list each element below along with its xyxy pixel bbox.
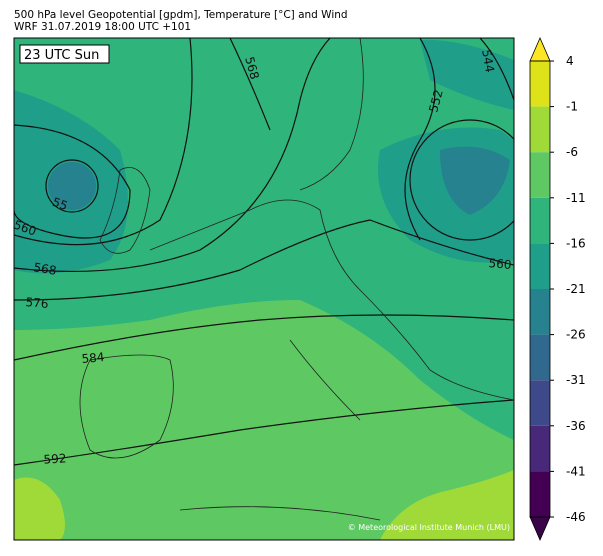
contour-label: 560 (12, 218, 38, 239)
temp-field (440, 146, 510, 215)
temp-field (420, 39, 514, 111)
colorbar-extend (529, 36, 551, 62)
colorbar-tick-label: 4 (566, 54, 574, 68)
time-label-box (19, 44, 110, 64)
copyright: © Meteorological Institute Munich (LMU) (348, 523, 510, 532)
contour-label: 55 (50, 195, 69, 213)
title: 500 hPa level Geopotential [gpdm], Tempe… (14, 9, 348, 21)
contour-label: 560 (488, 256, 512, 272)
map-frame (13, 37, 515, 541)
map: 23 UTC Sun 544 552 568 55 560 568 576 584 592 560… (12, 38, 514, 540)
contour-label: 544 (479, 49, 497, 74)
colorbar-tick-label: -16 (566, 236, 586, 250)
colorbar-band (530, 197, 550, 244)
colorbar-tick-label: -46 (566, 510, 586, 524)
contour-label: 568 (33, 260, 58, 278)
subtitle: WRF 31.07.2019 18:00 UTC +101 (14, 21, 191, 33)
colorbar-band (530, 61, 550, 107)
colorbar-band (530, 471, 550, 517)
colorbar-band (530, 380, 550, 426)
temp-field (380, 470, 514, 540)
coastlines (79, 38, 514, 521)
temp-field (14, 38, 514, 440)
contour-label: 576 (25, 295, 49, 311)
temp-field (14, 477, 65, 540)
contour-label: 592 (43, 451, 67, 466)
colorbar-tick-label: -36 (566, 419, 586, 433)
contour-label: 552 (426, 88, 445, 114)
colorbar-tick-label: -11 (566, 191, 586, 205)
colorbar-band (530, 243, 550, 289)
contours (14, 38, 514, 466)
contour-label: 584 (81, 350, 105, 366)
contour-label: 568 (242, 55, 261, 81)
colorbar-tick-label: -1 (566, 100, 578, 114)
colorbar-band (530, 289, 550, 335)
colorbar-band (530, 334, 550, 381)
colorbar-tick-label: -31 (566, 373, 586, 387)
colorbar-tick-label: -21 (566, 282, 586, 296)
colorbar-extend (529, 516, 551, 542)
colorbar-tick-label: -6 (566, 145, 578, 159)
colorbar-band (530, 106, 550, 153)
colorbar-tick-label: -26 (566, 328, 586, 342)
colorbar-tick-label: -41 (566, 464, 586, 478)
colorbar-band (530, 425, 550, 472)
time-label: 23 UTC Sun (24, 48, 99, 63)
temp-field (48, 162, 96, 210)
colorbar-band (530, 152, 550, 198)
